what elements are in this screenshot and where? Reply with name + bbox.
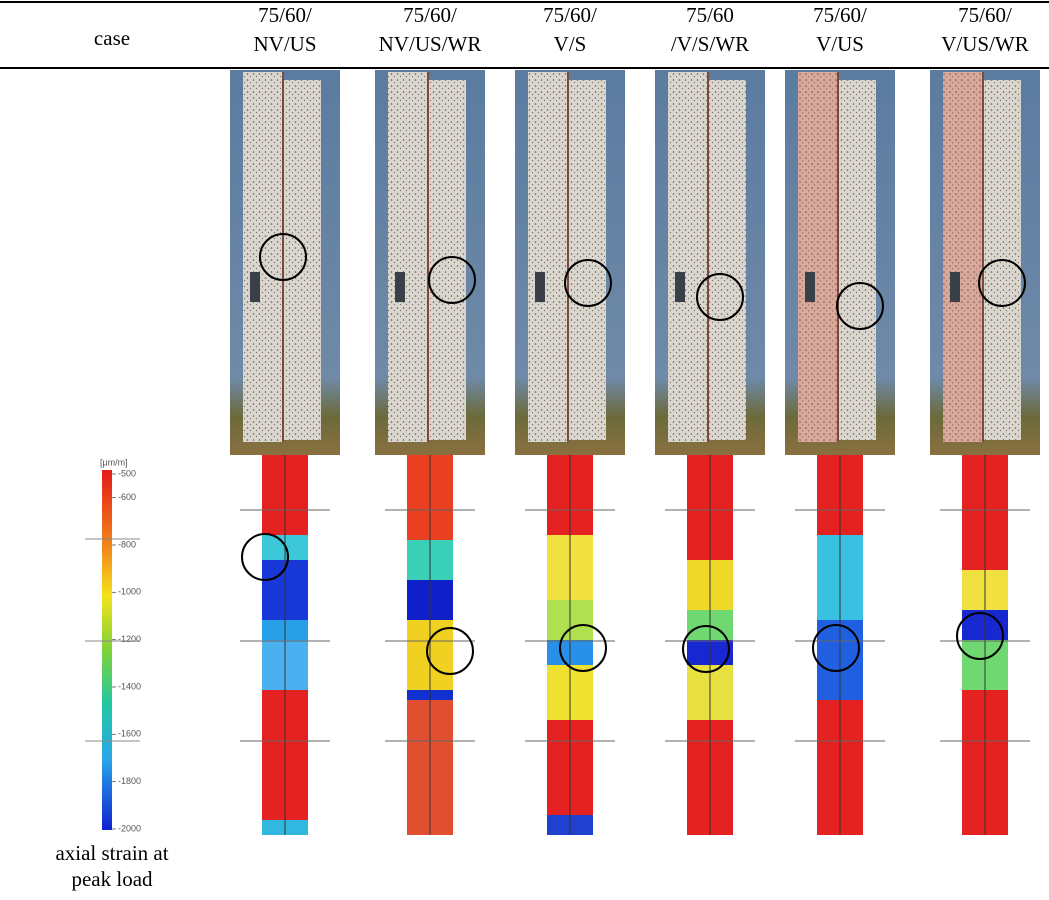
strain-marker [426,627,474,675]
specimen-left-flange [388,72,428,442]
column-header: NV/US/WR [379,32,482,56]
specimen-left-flange [668,72,708,442]
column-header: NV/US [253,32,316,56]
column-header: /V/S/WR [671,32,749,56]
column-header: 75/60/ [258,3,312,27]
colorbar-label: -800 [118,539,136,549]
column-header: 75/60/ [543,3,597,27]
row-label: axial strain at [55,841,168,865]
gusset-plate [805,272,815,302]
strain-marker [241,533,289,581]
failure-marker [978,259,1026,307]
specimen-left-flange [798,72,838,442]
colorbar-unit: [μm/m] [100,457,128,467]
failure-marker [696,273,744,321]
specimen-right-flange [708,80,746,440]
failure-marker [259,233,307,281]
specimen-right-flange [428,80,466,440]
colorbar-label: -1000 [118,587,141,597]
column-header: 75/60 [686,3,734,27]
colorbar-label: -1600 [118,729,141,739]
gusset-plate [395,272,405,302]
column-header: 75/60/ [958,3,1012,27]
gusset-plate [950,272,960,302]
specimen-left-flange [943,72,983,442]
column-header: V/US/WR [941,32,1029,56]
colorbar-label: -1200 [118,634,141,644]
specimen-left-flange [243,72,283,442]
column-header: V/S [554,32,587,56]
failure-marker [428,256,476,304]
specimen-right-flange [283,80,321,440]
colorbar-label: -1800 [118,776,141,786]
gusset-plate [675,272,685,302]
colorbar [102,470,112,830]
gusset-plate [535,272,545,302]
colorbar-label: -600 [118,492,136,502]
colorbar-label: -2000 [118,823,141,833]
column-header: 75/60/ [403,3,457,27]
corner-label: case [94,26,130,50]
specimen-right-flange [838,80,876,440]
colorbar-label: -500 [118,468,136,478]
strain-marker [956,612,1004,660]
column-header: 75/60/ [813,3,867,27]
failure-marker [564,259,612,307]
row-label: peak load [71,867,153,891]
colorbar-label: -1400 [118,681,141,691]
specimen-left-flange [528,72,568,442]
strain-marker [812,624,860,672]
column-header: V/US [816,32,864,56]
strain-marker [559,624,607,672]
failure-marker [836,282,884,330]
gusset-plate [250,272,260,302]
strain-marker [682,625,730,673]
